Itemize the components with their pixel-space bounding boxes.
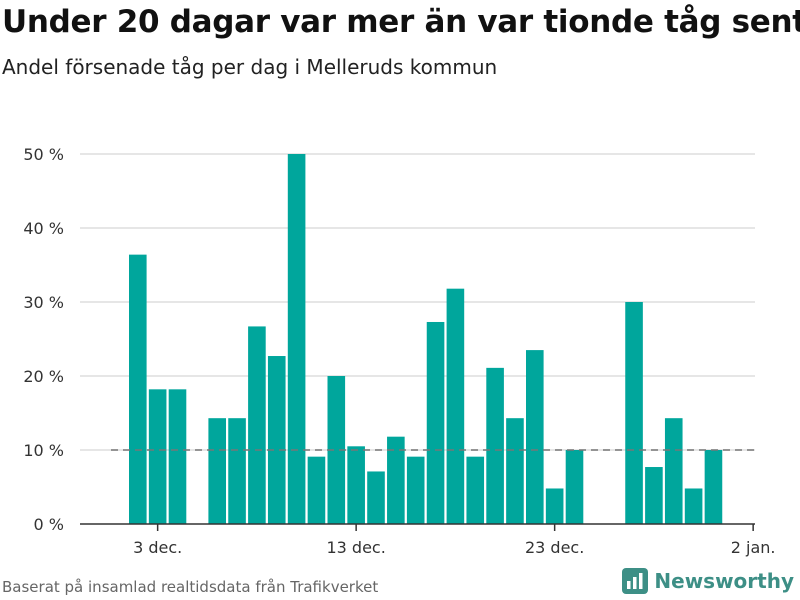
bar — [287, 154, 306, 524]
source-note: Baserat på insamlad realtidsdata från Tr… — [2, 578, 379, 596]
bar-chart-logo-icon — [622, 568, 649, 594]
bar — [248, 326, 266, 524]
y-tick-label: 0 % — [34, 515, 64, 534]
bar — [387, 436, 405, 524]
bar — [704, 450, 723, 524]
brand-logo[interactable]: Newsworthy — [622, 568, 794, 594]
bar — [684, 488, 703, 524]
bar — [327, 376, 346, 524]
bar — [625, 302, 643, 524]
chart-title: Under 20 dagar var mer än var tionde tåg… — [2, 4, 800, 40]
bar — [406, 456, 425, 524]
bar — [168, 389, 187, 524]
bar — [267, 356, 286, 524]
bar — [307, 456, 326, 524]
bar — [506, 418, 524, 524]
bar — [446, 288, 465, 524]
brand-name: Newsworthy — [654, 569, 794, 593]
bar — [645, 467, 663, 524]
y-tick-label: 30 % — [23, 293, 64, 312]
y-tick-label: 20 % — [23, 367, 64, 386]
x-tick-label: 13 dec. — [326, 538, 385, 557]
bar — [565, 450, 584, 524]
bar — [466, 456, 485, 524]
bar — [228, 418, 246, 524]
x-tick-label: 3 dec. — [133, 538, 182, 557]
bar — [486, 367, 504, 524]
y-tick-label: 50 % — [23, 145, 64, 164]
bar — [148, 389, 167, 524]
bar — [208, 418, 226, 524]
y-tick-label: 40 % — [23, 219, 64, 238]
bar — [664, 418, 683, 524]
chart-subtitle: Andel försenade tåg per dag i Melleruds … — [2, 55, 498, 79]
bar — [347, 446, 365, 524]
x-tick-label: 2 jan. — [731, 538, 776, 557]
bar — [367, 471, 385, 524]
bar — [545, 488, 564, 524]
bar — [129, 254, 147, 524]
y-tick-label: 10 % — [23, 441, 64, 460]
bar — [426, 321, 445, 524]
x-tick-label: 23 dec. — [525, 538, 584, 557]
bar — [526, 350, 544, 524]
